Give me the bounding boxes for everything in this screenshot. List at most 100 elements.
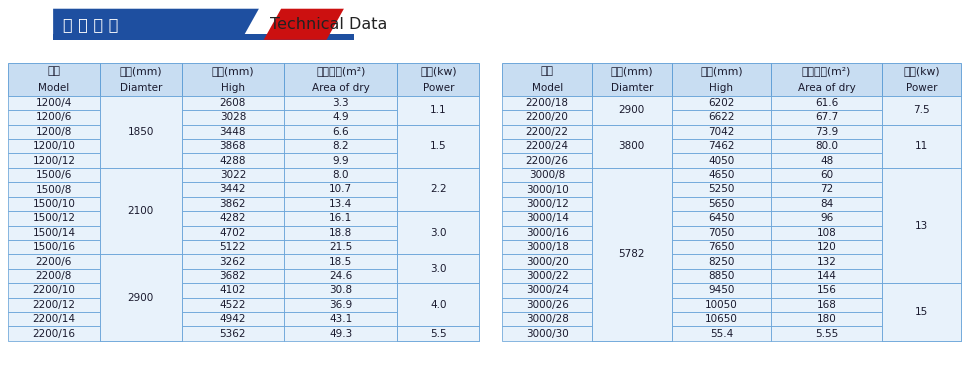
Text: 1200/12: 1200/12 [32,156,75,166]
Bar [99,298,182,312]
Text: 3448: 3448 [219,127,246,137]
Text: 108: 108 [816,228,837,238]
Bar [772,63,882,96]
Bar [99,226,182,240]
Bar [592,211,671,226]
Bar [882,269,961,283]
Text: 132: 132 [816,257,837,266]
Text: 7042: 7042 [708,127,735,137]
Bar [182,63,284,96]
Bar [502,96,592,110]
Bar [182,168,284,182]
Text: 1.5: 1.5 [430,141,446,151]
Text: Power: Power [422,83,454,93]
Bar [592,283,671,298]
Text: 2900: 2900 [618,105,645,115]
Text: 3000/12: 3000/12 [526,199,569,209]
Bar [182,226,284,240]
Text: 7050: 7050 [708,228,734,238]
Text: 8250: 8250 [708,257,735,266]
Bar [882,298,961,312]
Text: 11: 11 [915,141,928,151]
Text: 规格: 规格 [541,66,554,76]
Text: 4942: 4942 [219,314,246,324]
Text: 144: 144 [816,271,837,281]
Text: 1200/10: 1200/10 [33,141,75,151]
Bar [397,269,479,283]
Bar [502,211,592,226]
Bar [772,226,882,240]
Bar [397,211,479,226]
Text: Model: Model [39,83,70,93]
Bar [671,211,772,226]
Bar [182,139,284,153]
Bar [592,110,671,125]
Text: 2200/26: 2200/26 [526,156,569,166]
Text: 9.9: 9.9 [332,156,349,166]
Bar [284,254,397,269]
Bar [397,254,479,283]
Text: 3028: 3028 [219,113,246,122]
Bar [99,326,182,341]
Text: 72: 72 [820,185,834,194]
Bar [671,269,772,283]
Bar [8,110,99,125]
Bar [592,139,671,153]
Bar [882,96,961,125]
Bar [284,153,397,168]
Bar [502,254,592,269]
Text: 2100: 2100 [128,206,154,216]
Text: 3000/26: 3000/26 [526,300,569,310]
Text: Model: Model [531,83,563,93]
Text: 4.9: 4.9 [332,113,349,122]
Text: 5650: 5650 [708,199,735,209]
Bar [772,182,882,197]
Bar [772,168,882,182]
Text: 2200/12: 2200/12 [32,300,75,310]
Bar [284,298,397,312]
Text: 60: 60 [820,170,833,180]
Text: 2900: 2900 [128,293,154,302]
Bar [182,182,284,197]
Bar [8,226,99,240]
Text: 5782: 5782 [618,249,645,259]
Bar [882,226,961,240]
Bar [502,182,592,197]
Bar [671,96,772,110]
Bar [284,326,397,341]
Bar [182,298,284,312]
Bar [671,254,772,269]
Text: 84: 84 [820,199,834,209]
Bar [397,240,479,254]
Bar [397,254,479,269]
Bar [8,96,99,110]
Text: 1500/8: 1500/8 [36,185,72,194]
Text: 2200/8: 2200/8 [36,271,72,281]
Bar [671,125,772,139]
Text: 48: 48 [820,156,834,166]
Text: 1500/12: 1500/12 [32,213,75,223]
Bar [397,139,479,153]
Bar [284,139,397,153]
Bar [284,269,397,283]
Bar [99,139,182,153]
Text: 3022: 3022 [219,170,246,180]
Text: 规格: 规格 [47,66,60,76]
Bar [284,96,397,110]
Text: 2200/10: 2200/10 [33,285,75,295]
Bar [502,153,592,168]
Text: High: High [709,83,733,93]
Text: 49.3: 49.3 [329,329,353,338]
Bar [502,269,592,283]
Text: 8850: 8850 [708,271,735,281]
Text: 7462: 7462 [708,141,735,151]
Bar [882,312,961,326]
Bar [882,153,961,168]
Text: 67.7: 67.7 [815,113,838,122]
Text: 3862: 3862 [219,199,246,209]
Text: 9450: 9450 [708,285,735,295]
Text: Diamter: Diamter [120,83,162,93]
Text: 15: 15 [915,307,928,317]
Bar [397,326,479,341]
Text: 3000/28: 3000/28 [526,314,569,324]
